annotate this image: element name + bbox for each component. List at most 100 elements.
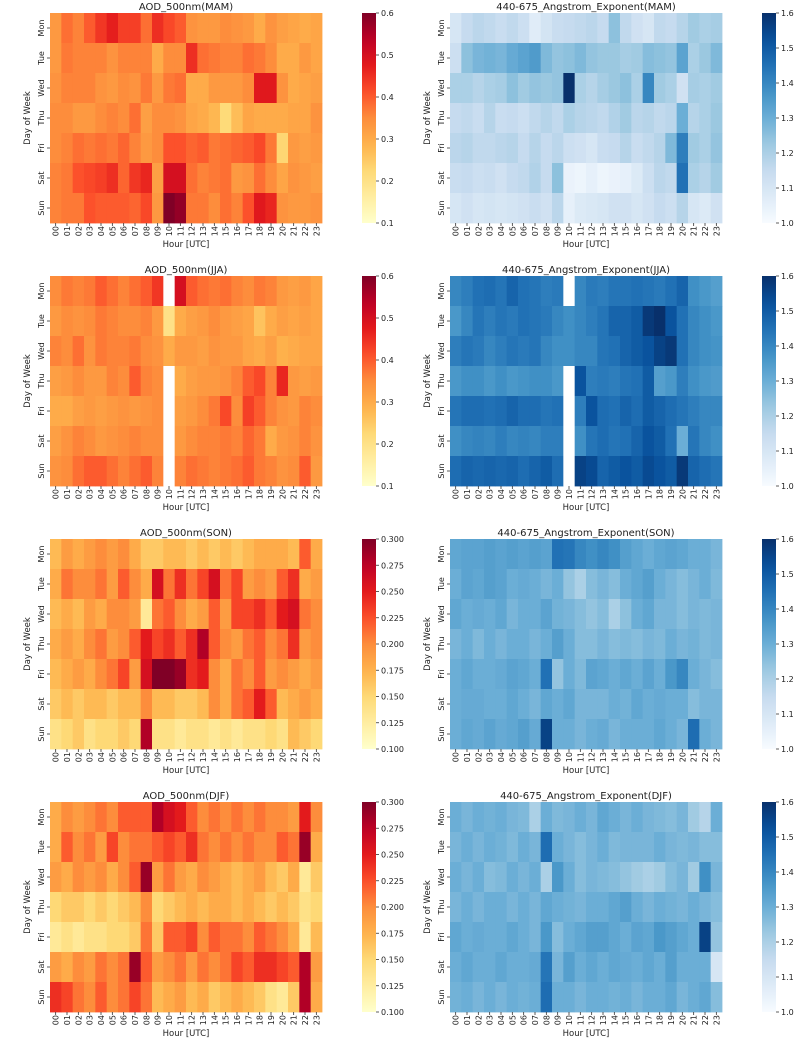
heatmap-cell: [242, 163, 255, 194]
heatmap-cell: [597, 306, 610, 337]
heatmap-cell: [276, 599, 289, 630]
heatmap-cell: [699, 952, 712, 983]
heatmap-cell: [597, 193, 610, 224]
heatmap-cell: [608, 336, 621, 367]
heatmap-cell: [174, 802, 187, 833]
heatmap-cell: [450, 103, 462, 134]
heatmap-cell: [186, 306, 198, 337]
colorbar-tick-label: 0.300: [381, 798, 404, 807]
x-tick-label: 13: [199, 489, 208, 499]
heatmap-cell: [140, 569, 153, 600]
heatmap-cell: [620, 689, 632, 720]
heatmap-cell: [265, 336, 278, 367]
heatmap-cell: [72, 569, 85, 600]
heatmap-cell: [540, 13, 553, 44]
heatmap-cell: [61, 276, 74, 307]
y-axis-label: Day of Week: [23, 617, 33, 671]
heatmap-cell: [84, 13, 96, 44]
heatmap-cell: [586, 689, 598, 720]
heatmap-cell: [163, 659, 176, 690]
heatmap-cell: [129, 539, 142, 570]
heatmap-cell: [299, 43, 312, 74]
heatmap-cell: [50, 892, 62, 923]
heatmap-cell: [608, 862, 621, 893]
heatmap-cell: [208, 456, 221, 487]
heatmap-cell: [540, 426, 553, 457]
x-tick-label: 14: [210, 1015, 219, 1025]
heatmap-cell: [608, 163, 621, 194]
heatmap-cell: [608, 689, 621, 720]
x-tick-label: 02: [474, 226, 483, 236]
heatmap-cell: [518, 276, 530, 307]
heatmap-cell: [518, 163, 530, 194]
heatmap-cell: [484, 599, 496, 630]
heatmap-cell: [654, 569, 666, 600]
heatmap-cell: [299, 366, 312, 397]
heatmap-cell: [688, 802, 700, 833]
heatmap-cell: [642, 952, 655, 983]
heatmap-cell: [699, 892, 712, 923]
x-tick-label: 12: [588, 489, 597, 499]
heatmap-cell: [310, 689, 323, 720]
heatmap-cell: [518, 832, 530, 863]
heatmap-cell: [608, 719, 621, 750]
heatmap-cell: [186, 629, 198, 660]
heatmap-cell: [574, 599, 587, 630]
x-tick-label: 07: [531, 226, 540, 236]
y-tick-label: Sun: [37, 989, 46, 1004]
heatmap-cell: [620, 539, 632, 570]
heatmap-cell: [299, 193, 312, 224]
heatmap-cell: [552, 73, 564, 104]
heatmap-cell: [563, 103, 576, 134]
heatmap-cell: [106, 13, 119, 44]
x-tick-label: 18: [656, 226, 665, 236]
heatmap-cell: [197, 163, 210, 194]
heatmap-cell: [95, 426, 108, 457]
y-tick-label: Mon: [37, 20, 46, 37]
heatmap-cell: [552, 366, 564, 397]
x-tick-label: 23: [712, 489, 721, 499]
heatmap-cell: [129, 862, 142, 893]
x-tick-label: 16: [633, 226, 642, 236]
y-tick-label: Mon: [437, 283, 446, 300]
heatmap-cell: [288, 982, 300, 1013]
heatmap-cell: [95, 952, 108, 983]
heatmap-cell: [484, 306, 496, 337]
heatmap-cell: [450, 832, 462, 863]
colorbar-tick-label: 1.1: [781, 973, 794, 982]
heatmap-cell: [118, 922, 130, 953]
heatmap-cell: [61, 832, 74, 863]
heatmap-cell: [574, 862, 587, 893]
heatmap-cell: [197, 892, 210, 923]
heatmap-cell: [642, 73, 655, 104]
heatmap-panel-aod-500nm-jja: AOD_500nm(JJA) Mon Tue Wed Thu Fri Sat Sun 00 01 0…: [0, 263, 400, 526]
heatmap-cell: [552, 629, 564, 660]
y-tick-label: Thu: [37, 636, 46, 652]
heatmap-cell: [174, 396, 187, 427]
heatmap-cell: [50, 802, 62, 833]
heatmap-cell: [676, 982, 689, 1013]
heatmap-cell: [484, 952, 496, 983]
heatmap-cell: [642, 719, 655, 750]
heatmap-cell: [220, 539, 232, 570]
heatmap-cell: [518, 982, 530, 1013]
heatmap-cell: [676, 73, 689, 104]
heatmap-cell: [95, 276, 108, 307]
heatmap-cell: [208, 133, 221, 164]
heatmap-cell: [484, 396, 496, 427]
heatmap-cell: [299, 659, 312, 690]
colorbar: [762, 802, 776, 1012]
heatmap-cell: [620, 629, 632, 660]
heatmap-cell: [152, 719, 164, 750]
x-tick-label: 10: [565, 226, 574, 236]
x-tick-label: 03: [86, 489, 95, 499]
heatmap-cell: [506, 689, 519, 720]
heatmap-cell: [450, 193, 462, 224]
heatmap-cell: [563, 719, 576, 750]
heatmap-cell: [220, 163, 232, 194]
heatmap-cell: [163, 569, 176, 600]
heatmap-cell: [186, 456, 198, 487]
heatmap-cell: [461, 892, 474, 923]
x-tick-label: 08: [542, 1015, 551, 1025]
heatmap-cell: [620, 922, 632, 953]
